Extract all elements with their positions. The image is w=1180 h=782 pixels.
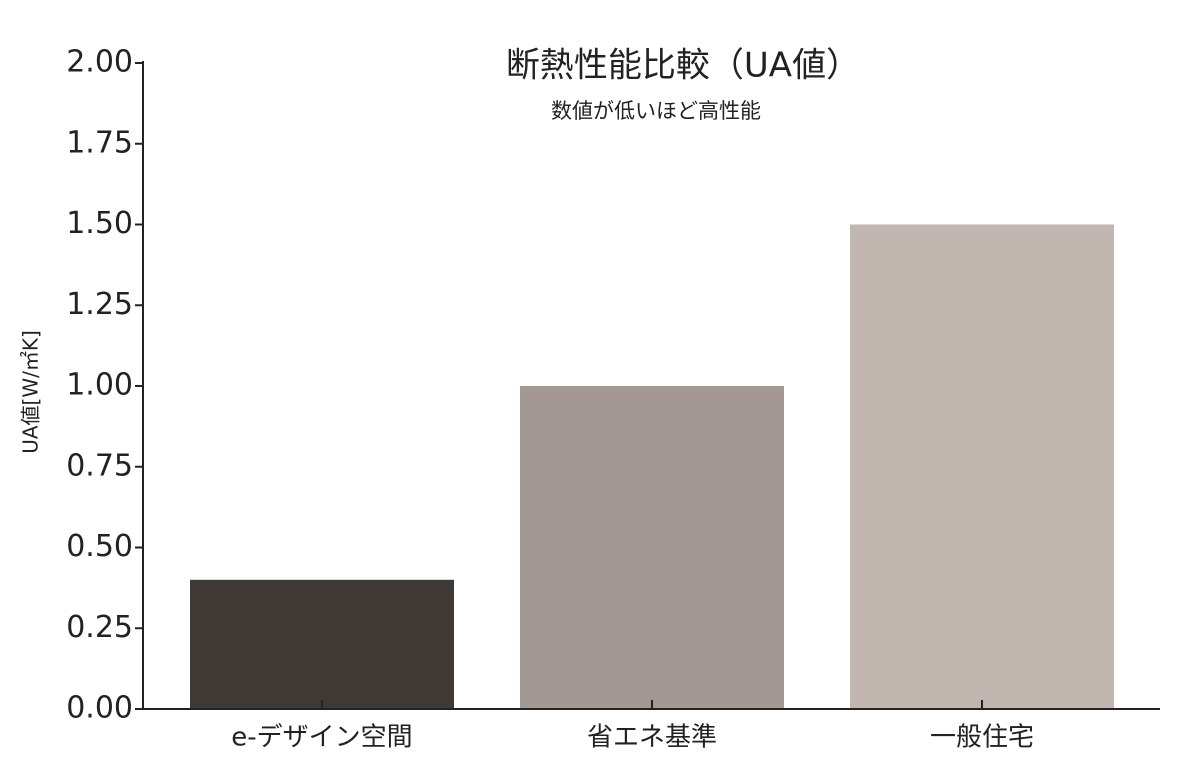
x-tick-label: e-デザイン空間	[231, 723, 412, 753]
bar	[520, 386, 784, 709]
bar	[850, 224, 1114, 709]
y-tick-label: 0.25	[66, 610, 133, 645]
y-tick-label: 1.75	[66, 125, 133, 160]
y-axis-label: UA値[W/㎡K]	[19, 330, 43, 454]
x-tick-label: 省エネ基準	[587, 723, 717, 753]
x-tick-label: 一般住宅	[930, 723, 1034, 753]
chart-subtitle: 数値が低いほど高性能	[551, 99, 761, 123]
y-tick-label: 2.00	[66, 45, 133, 80]
y-tick-label: 1.00	[66, 368, 133, 403]
y-tick-label: 0.00	[66, 691, 133, 726]
y-tick-label: 0.50	[66, 529, 133, 564]
chart-title: 断熱性能比較（UA値）	[506, 46, 860, 86]
y-tick-label: 0.75	[66, 448, 133, 483]
y-tick-label: 1.50	[66, 206, 133, 241]
y-tick-label: 1.25	[66, 287, 133, 322]
bar	[190, 579, 454, 709]
